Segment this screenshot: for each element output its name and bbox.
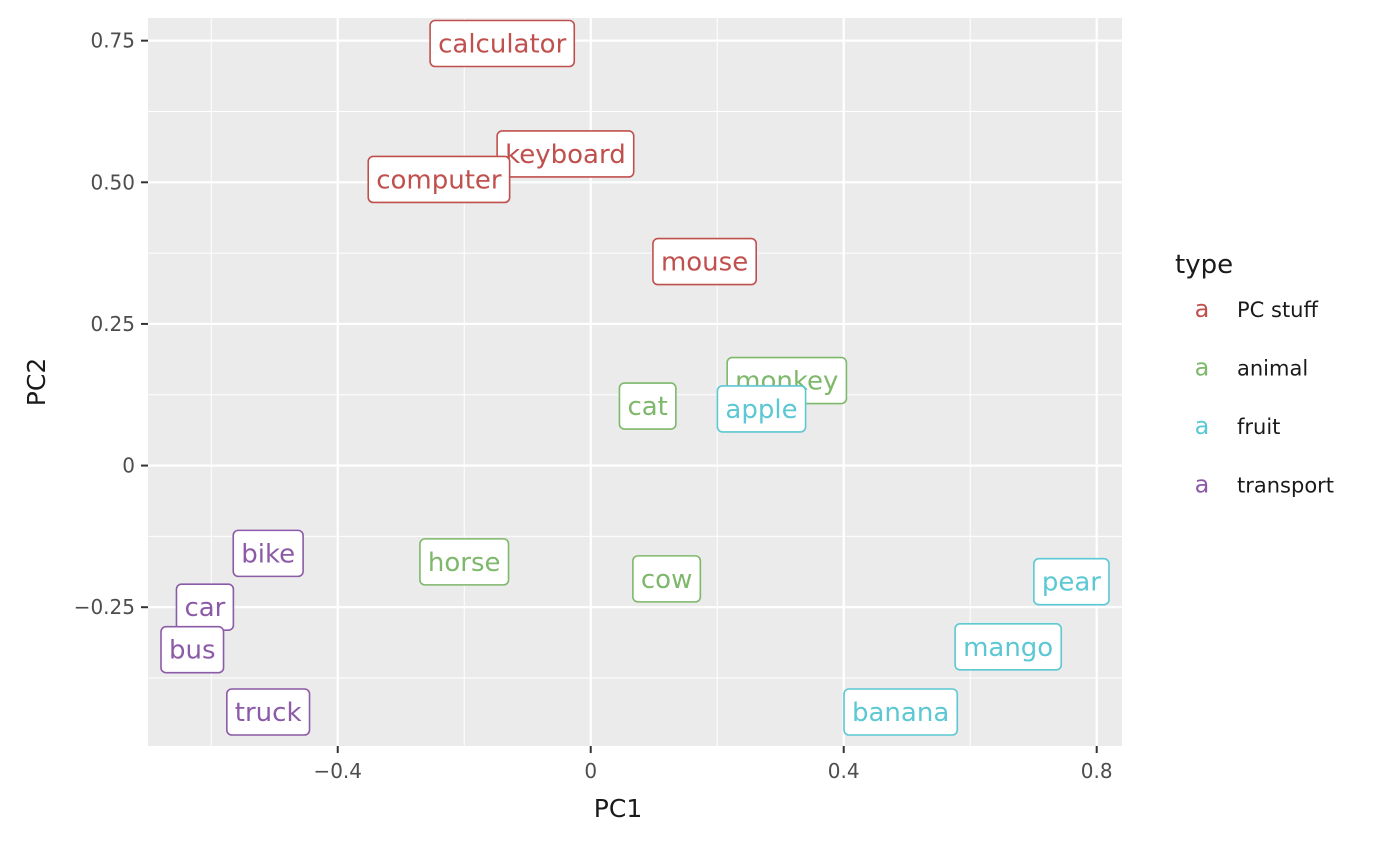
point-label-mango: mango	[954, 623, 1063, 671]
y-tick-label: 0.50	[90, 170, 135, 194]
legend-label: transport	[1237, 474, 1334, 498]
x-axis: −0.4 0 0.4 0.8	[313, 746, 1113, 783]
point-label-box	[843, 688, 959, 736]
point-label-bus: bus	[160, 625, 225, 674]
legend: type a PC stuff a animal a fruit a transport	[1175, 250, 1334, 499]
y-tick-label: 0.75	[90, 29, 135, 53]
point-label-mouse: mouse	[652, 237, 758, 286]
x-axis-title: PC1	[594, 794, 642, 823]
point-label-calculator: calculator	[429, 19, 576, 68]
grid-minor	[148, 18, 1122, 746]
point-label-text: horse	[428, 548, 501, 578]
legend-entry: a transport	[1195, 471, 1334, 499]
legend-key: a	[1195, 471, 1210, 499]
point-label-box	[716, 385, 807, 433]
y-tick-label: −0.25	[74, 595, 135, 619]
point-label-text: banana	[852, 698, 949, 728]
point-label-text: bike	[241, 539, 295, 569]
point-label-text: keyboard	[505, 140, 626, 170]
point-label-box	[632, 555, 702, 603]
point-label-computer: computer	[367, 155, 511, 204]
x-tick-label: 0.4	[828, 759, 860, 783]
point-label-pear: pear	[1033, 557, 1110, 606]
point-label-box	[652, 237, 758, 286]
legend-label: PC stuff	[1237, 298, 1318, 322]
point-label-text: calculator	[438, 29, 566, 59]
legend-label: fruit	[1237, 415, 1280, 439]
legend-entry: a animal	[1195, 354, 1309, 382]
x-tick-label: 0.8	[1081, 759, 1113, 783]
point-label-box	[954, 623, 1063, 671]
point-label-box	[232, 529, 304, 578]
point-label-truck: truck	[226, 688, 311, 736]
point-label-box	[160, 625, 225, 674]
point-label-text: pear	[1042, 568, 1101, 598]
legend-key: a	[1195, 354, 1210, 382]
point-label-banana: banana	[843, 688, 959, 736]
point-label-text: cat	[627, 392, 667, 422]
legend-entries: a PC stuff a animal a fruit a transport	[1195, 295, 1334, 499]
point-label-car: car	[175, 583, 235, 631]
point-label-cow: cow	[632, 555, 702, 603]
point-label-cat: cat	[618, 382, 677, 430]
y-axis: 0.75 0.50 0.25 0 −0.25	[74, 29, 148, 619]
point-label-box	[496, 130, 635, 178]
point-label-box	[419, 538, 510, 586]
y-tick-label: 0	[122, 454, 135, 478]
point-label-text: car	[184, 593, 225, 623]
point-label-monkey: monkey	[726, 356, 848, 405]
point-label-text: cow	[641, 565, 692, 595]
x-tick-label: 0	[584, 759, 597, 783]
point-label-text: truck	[235, 698, 302, 728]
legend-entry: a PC stuff	[1195, 295, 1319, 323]
x-tick-label: −0.4	[313, 759, 362, 783]
legend-entry: a fruit	[1195, 412, 1281, 440]
legend-title: type	[1175, 250, 1233, 280]
point-label-horse: horse	[419, 538, 510, 586]
point-label-text: bus	[169, 636, 216, 666]
y-axis-title: PC2	[22, 358, 51, 406]
y-tick-label: 0.25	[90, 312, 135, 336]
legend-key: a	[1195, 412, 1210, 440]
point-label-box	[429, 19, 576, 68]
point-label-bike: bike	[232, 529, 304, 578]
point-label-box	[367, 155, 511, 204]
point-label-text: computer	[376, 165, 502, 195]
point-label-apple: apple	[716, 385, 807, 433]
point-label-box	[618, 382, 677, 430]
point-label-keyboard: keyboard	[496, 130, 635, 178]
point-label-text: mango	[963, 633, 1053, 663]
point-label-box	[1033, 557, 1110, 606]
point-label-text: mouse	[661, 248, 748, 278]
point-label-box	[226, 688, 311, 736]
point-label-text: apple	[725, 395, 797, 425]
legend-label: animal	[1237, 357, 1308, 381]
legend-key: a	[1195, 295, 1210, 323]
